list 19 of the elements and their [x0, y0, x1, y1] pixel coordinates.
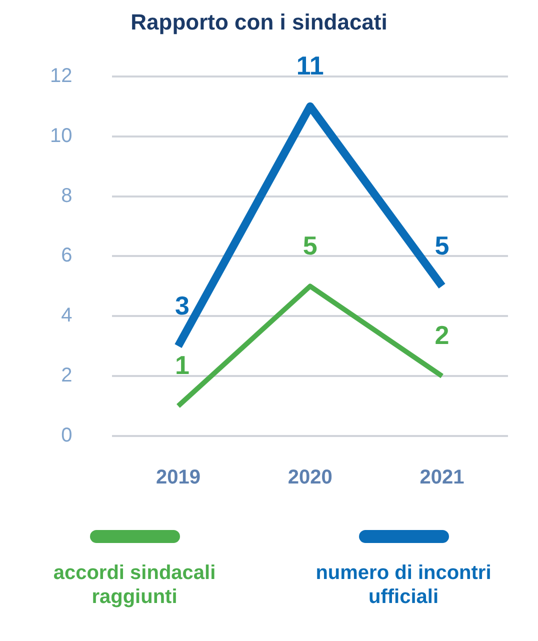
y-tick-label: 0: [61, 424, 72, 447]
chart-title: Rapporto con i sindacati: [130, 9, 388, 34]
data-label: 3: [174, 290, 190, 320]
y-tick-label: 2: [61, 364, 72, 387]
y-tick-label: 12: [50, 64, 72, 87]
legend-label: numero di incontri ufficiali: [314, 561, 492, 609]
x-tick-label: 2020: [288, 466, 332, 489]
legend-label: accordi sindacali raggiunti: [52, 561, 217, 609]
data-label: 1: [174, 350, 190, 380]
data-label: 5: [434, 230, 450, 260]
y-tick-label: 10: [50, 124, 72, 147]
y-tick-label: 6: [61, 244, 72, 267]
data-label: 2: [434, 320, 450, 350]
y-tick-label: 4: [61, 304, 72, 327]
x-tick-label: 2019: [156, 466, 200, 489]
y-tick-label: 8: [61, 184, 72, 207]
data-label: 11: [296, 50, 324, 81]
x-tick-label: 2021: [420, 466, 464, 489]
data-label: 5: [302, 230, 318, 260]
